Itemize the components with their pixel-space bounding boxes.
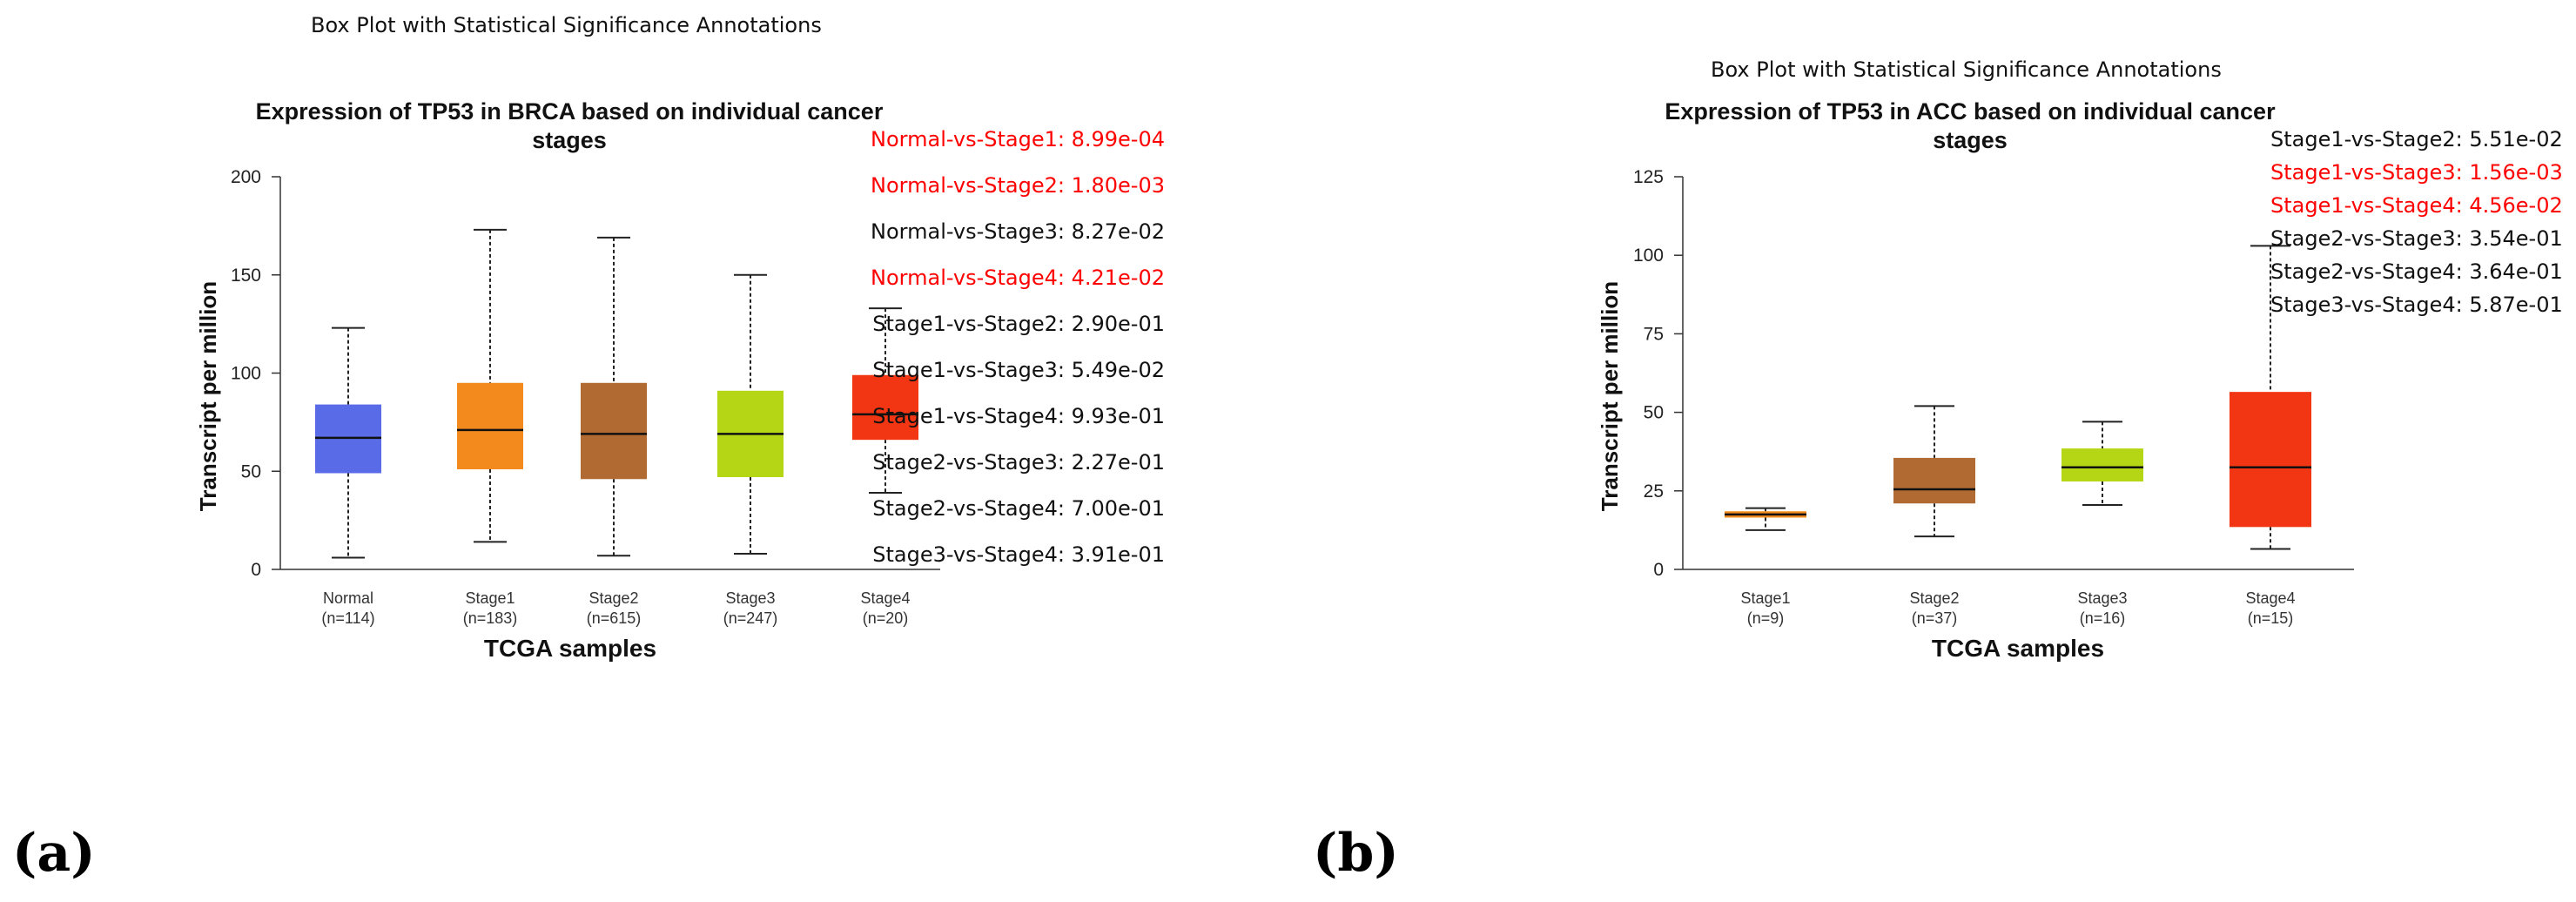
panel-b-y-tick-label: 50 (1644, 403, 1664, 423)
panel-a-pvalue-annotation: Stage1-vs-Stage2: 2.90e-01 (872, 312, 1165, 336)
panel-b-pvalue-annotation: Stage1-vs-Stage2: 5.51e-02 (2270, 127, 2563, 151)
panel-b-plot-area: 0 25 50 75 100 125 Stage1 (n=9) Stage2 (n=37) Stag… (1633, 167, 2354, 627)
panel-b-x-tick-label: Stage4 (2245, 589, 2295, 607)
panel-b-sample-count: (n=37) (1912, 609, 1958, 627)
panel-b-x-axis-label: TCGA samples (1932, 635, 2104, 662)
panel-b-y-tick-label: 75 (1644, 324, 1664, 344)
panel-b-box-stage2 (1893, 457, 1975, 504)
panel-a-y-tick-label: 150 (231, 266, 261, 286)
panel-b-y-tick-label: 125 (1633, 167, 1664, 187)
panel-a-sample-count: (n=183) (463, 609, 518, 627)
panel-b-sample-count: (n=9) (1747, 609, 1785, 627)
panel-a-pvalue-annotation: Normal-vs-Stage3: 8.27e-02 (871, 219, 1165, 244)
panel-b-label: (b) (1313, 823, 1399, 884)
panel-a-pvalue-annotation: Stage1-vs-Stage3: 5.49e-02 (872, 358, 1165, 382)
panel-a-box-stage2 (581, 382, 647, 480)
panel-a-box-stage4 (852, 374, 918, 441)
panel-a-x-tick-label: Stage4 (860, 589, 910, 607)
panel-a-x-axis-label: TCGA samples (484, 635, 656, 662)
panel-a-x-tick-label: Stage1 (465, 589, 515, 607)
panel-a-title-line1: Expression of TP53 in BRCA based on indi… (256, 98, 884, 125)
panel-a-x-tick-label: Stage3 (725, 589, 775, 607)
panel-b-box-stage4 (2230, 392, 2311, 528)
panel-a-pvalue-annotation: Stage2-vs-Stage4: 7.00e-01 (872, 496, 1165, 521)
panel-a-sample-count: (n=247) (723, 609, 778, 627)
panel-b-annotations: Stage1-vs-Stage2: 5.51e-02 Stage1-vs-Stag… (2270, 127, 2563, 317)
panel-a-y-tick-label: 100 (231, 364, 261, 384)
panel-a-x-tick-label: Normal (323, 589, 373, 607)
panel-b-y-tick-label: 0 (1653, 560, 1664, 580)
panel-b-y-axis-label: Transcript per million (1597, 281, 1623, 511)
panel-a-x-tick-label: Stage2 (589, 589, 638, 607)
panel-b-x-tick-label: Stage2 (1909, 589, 1959, 607)
panel-b-sample-count: (n=16) (2080, 609, 2126, 627)
panel-b-title-line2: stages (1933, 127, 2008, 153)
panel-b-x-tick-label: Stage3 (2077, 589, 2127, 607)
panel-a-sample-count: (n=114) (321, 609, 374, 627)
panel-a-y-axis-label: Transcript per million (195, 281, 221, 511)
panel-a-pvalue-annotation: Normal-vs-Stage4: 4.21e-02 (871, 266, 1165, 290)
panel-a-label: (a) (12, 823, 96, 884)
panel-a-pvalue-annotation: Stage2-vs-Stage3: 2.27e-01 (872, 450, 1165, 475)
panel-a-pvalue-annotation: Normal-vs-Stage1: 8.99e-04 (871, 127, 1165, 151)
panel-a-pvalue-annotation: Normal-vs-Stage2: 1.80e-03 (871, 173, 1165, 198)
panel-b-y-tick-label: 25 (1644, 481, 1664, 501)
panel-a-y-tick-label: 50 (241, 461, 261, 481)
panel-b-pvalue-annotation: Stage2-vs-Stage4: 3.64e-01 (2270, 259, 2563, 284)
panel-b-sample-count: (n=15) (2248, 609, 2294, 627)
panel-b-pvalue-annotation: Stage1-vs-Stage4: 4.56e-02 (2270, 193, 2563, 218)
panel-b-pvalue-annotation: Stage2-vs-Stage3: 3.54e-01 (2270, 226, 2563, 251)
panel-a-box-stage1 (457, 382, 523, 469)
panel-b: Box Plot with Statistical Significance A… (1313, 57, 2563, 884)
panel-b-title-line1: Expression of TP53 in ACC based on indiv… (1665, 98, 2276, 125)
panel-b-pvalue-annotation: Stage3-vs-Stage4: 5.87e-01 (2270, 293, 2563, 317)
panel-a-plot-area: 0 50 100 150 200 Normal (n=114) Stage1 (n=183) St… (231, 167, 940, 627)
panel-a-y-tick-label: 200 (231, 167, 261, 187)
panel-b-pvalue-annotation: Stage1-vs-Stage3: 1.56e-03 (2270, 160, 2563, 185)
panel-a-title-line2: stages (532, 127, 607, 153)
panel-b-y-tick-label: 100 (1633, 246, 1664, 266)
panel-a-y-tick-label: 0 (251, 560, 261, 580)
panel-b-box-stage3 (2061, 448, 2143, 481)
panel-a-sample-count: (n=20) (863, 609, 909, 627)
panel-b-x-tick-label: Stage1 (1740, 589, 1790, 607)
panel-a-sample-count: (n=615) (587, 609, 642, 627)
panel-a-annotations: Normal-vs-Stage1: 8.99e-04 Normal-vs-Stag… (871, 127, 1165, 567)
panel-a-suptitle: Box Plot with Statistical Significance A… (311, 13, 822, 37)
panel-a-pvalue-annotation: Stage1-vs-Stage4: 9.93e-01 (872, 404, 1165, 428)
panel-a: Box Plot with Statistical Significance A… (12, 13, 1165, 884)
panel-a-pvalue-annotation: Stage3-vs-Stage4: 3.91e-01 (872, 542, 1165, 567)
panel-b-suptitle: Box Plot with Statistical Significance A… (1711, 57, 2222, 82)
